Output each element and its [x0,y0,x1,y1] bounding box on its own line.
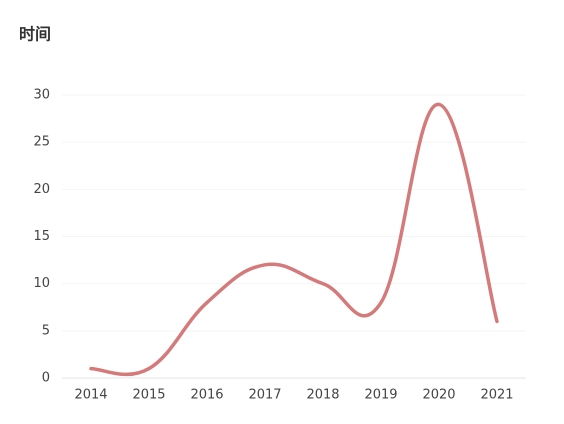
y-tick-label: 20 [33,182,50,197]
y-tick-label: 25 [33,135,50,150]
y-tick-label: 15 [33,229,50,244]
y-tick-label: 30 [33,88,50,103]
x-tick-label: 2016 [190,388,223,403]
y-tick-label: 10 [33,276,50,291]
x-tick-label: 2014 [74,388,107,403]
x-tick-label: 2019 [364,388,397,403]
y-tick-label: 5 [42,323,50,338]
x-tick-label: 2015 [132,388,165,403]
chart-title: 时间 [19,25,51,44]
line [89,102,499,377]
x-tick-label: 2021 [480,388,513,403]
x-tick-label: 2017 [248,388,281,403]
x-tick-label: 2020 [422,388,455,403]
y-tick-label: 0 [42,371,50,386]
x-tick-label: 2018 [306,388,339,403]
